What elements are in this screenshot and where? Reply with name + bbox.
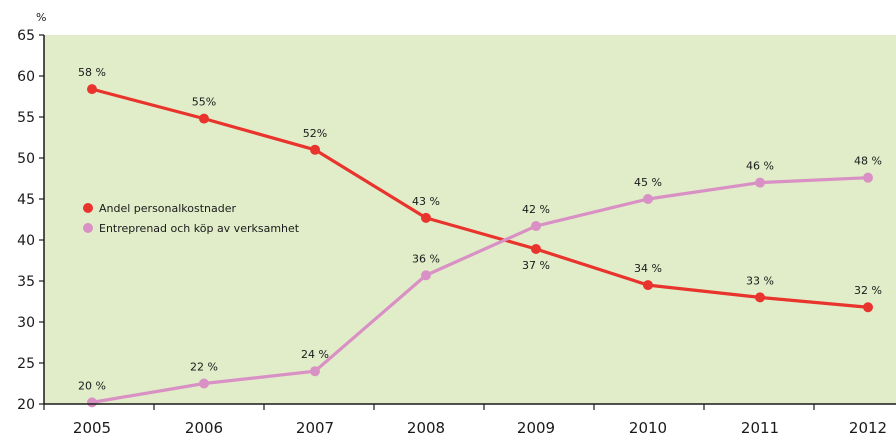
y-tick-label: 65 — [17, 28, 35, 44]
data-point — [199, 378, 209, 389]
data-label: 52% — [303, 127, 327, 140]
data-label: 33 % — [746, 274, 774, 287]
data-label: 24 % — [301, 348, 329, 361]
x-tick-label: 2012 — [849, 419, 887, 436]
y-tick-label: 60 — [17, 69, 35, 85]
data-label: 58 % — [78, 66, 106, 79]
legend-label: Entreprenad och köp av verksamhet — [99, 222, 300, 235]
data-label: 45 % — [634, 176, 662, 189]
x-tick-label: 2010 — [629, 419, 667, 436]
data-label: 46 % — [746, 160, 774, 173]
data-point — [755, 292, 765, 303]
series-line — [90, 87, 870, 309]
y-tick-label: 25 — [17, 356, 35, 372]
data-point — [531, 221, 541, 232]
y-tick-label: 20 — [17, 397, 35, 413]
data-point — [643, 280, 653, 291]
x-tick-label: 2008 — [407, 419, 445, 436]
plot-background — [44, 35, 896, 404]
x-tick-label: 2005 — [73, 419, 111, 436]
data-label: 34 % — [634, 262, 662, 275]
x-tick-label: 2009 — [517, 419, 555, 436]
data-label: 48 % — [854, 155, 882, 168]
legend-marker — [83, 203, 93, 213]
data-point — [310, 144, 320, 155]
data-point — [755, 177, 765, 188]
data-label: 55% — [192, 96, 216, 109]
y-axis-unit-label: % — [36, 11, 46, 24]
y-tick-label: 55 — [17, 110, 35, 126]
data-point — [199, 113, 209, 124]
data-point — [643, 194, 653, 204]
y-tick-label: 35 — [17, 274, 35, 290]
data-label: 36 % — [412, 252, 440, 265]
data-point — [863, 302, 873, 313]
data-point — [421, 212, 431, 223]
data-point — [310, 366, 320, 377]
x-tick-label: 2011 — [741, 419, 779, 436]
data-label: 43 % — [412, 195, 440, 208]
data-point — [421, 270, 431, 281]
x-tick-label: 2006 — [185, 419, 223, 436]
data-point — [863, 172, 873, 183]
y-tick-label: 50 — [17, 151, 35, 167]
y-tick-label: 45 — [17, 192, 35, 208]
y-tick-label: 30 — [17, 315, 35, 331]
data-label: 22 % — [190, 361, 218, 374]
data-point — [87, 397, 97, 408]
data-label: 42 % — [522, 203, 550, 216]
data-label: 32 % — [854, 284, 882, 297]
x-tick-label: 2007 — [296, 419, 334, 436]
y-tick-label: 40 — [17, 233, 35, 249]
data-point — [531, 244, 541, 255]
data-point — [87, 84, 97, 95]
data-label: 37 % — [522, 259, 550, 272]
series-line — [90, 176, 870, 404]
legend-marker — [83, 223, 93, 233]
legend-label: Andel personalkostnader — [99, 202, 237, 215]
data-label: 20 % — [78, 379, 106, 392]
